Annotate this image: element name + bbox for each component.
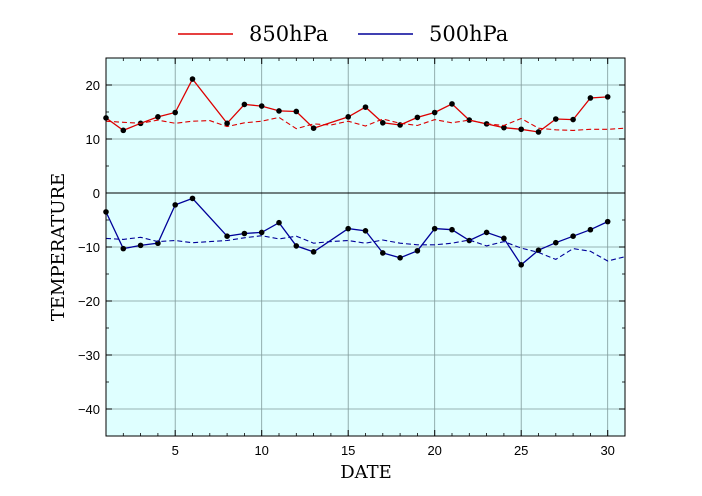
data-point-850hpa bbox=[293, 108, 300, 115]
data-point-850hpa bbox=[241, 101, 248, 108]
data-point-500hpa bbox=[380, 250, 386, 256]
data-point-500hpa bbox=[570, 233, 576, 239]
legend-label-500hpa: 500hPa bbox=[429, 22, 508, 46]
data-point-500hpa bbox=[258, 229, 265, 236]
data-point-850hpa bbox=[414, 114, 421, 121]
y-tick-label: −40 bbox=[78, 402, 100, 417]
data-point-500hpa bbox=[276, 219, 282, 226]
data-point-500hpa bbox=[224, 233, 230, 239]
data-point-850hpa bbox=[345, 114, 352, 120]
x-tick-label: 30 bbox=[600, 443, 614, 458]
data-point-500hpa bbox=[310, 249, 317, 255]
data-point-500hpa bbox=[414, 247, 421, 254]
data-point-500hpa bbox=[293, 243, 300, 249]
y-tick-label: 10 bbox=[86, 132, 100, 147]
data-point-500hpa bbox=[535, 247, 542, 254]
data-point-850hpa bbox=[570, 116, 576, 123]
data-point-500hpa bbox=[518, 262, 524, 268]
data-point-850hpa bbox=[587, 95, 594, 101]
data-point-850hpa bbox=[449, 101, 455, 107]
x-axis-title: DATE bbox=[340, 462, 392, 483]
data-point-850hpa bbox=[362, 104, 369, 110]
x-tick-label: 5 bbox=[172, 443, 179, 458]
data-point-850hpa bbox=[258, 103, 265, 109]
x-tick-label: 25 bbox=[514, 443, 528, 458]
data-point-500hpa bbox=[345, 225, 352, 232]
y-tick-label: −30 bbox=[78, 348, 100, 363]
axis-ticks: 5 10 15 20 25 30 −40 −30 −20 −10 0 10 20 bbox=[78, 57, 626, 458]
y-axis-title: TEMPERATURE bbox=[48, 173, 69, 321]
series-line-500hpa bbox=[105, 197, 608, 266]
data-point-850hpa bbox=[466, 117, 473, 123]
data-point-850hpa bbox=[276, 108, 282, 114]
data-point-500hpa bbox=[587, 226, 594, 233]
data-point-500hpa bbox=[553, 239, 559, 246]
x-tick-label: 15 bbox=[341, 443, 355, 458]
legend-label-850hpa: 850hPa bbox=[249, 22, 328, 46]
data-point-850hpa bbox=[189, 76, 196, 82]
data-point-850hpa bbox=[501, 124, 507, 131]
data-point-850hpa bbox=[380, 120, 386, 126]
y-tick-label: 0 bbox=[93, 186, 100, 201]
data-point-500hpa bbox=[172, 202, 178, 208]
data-point-850hpa bbox=[535, 129, 542, 135]
data-point-850hpa bbox=[224, 120, 230, 127]
gridlines bbox=[106, 58, 625, 436]
data-point-850hpa bbox=[120, 127, 127, 134]
series-line-mean-500hpa-dashed bbox=[105, 235, 626, 262]
data-point-500hpa bbox=[604, 218, 611, 225]
data-point-500hpa bbox=[449, 226, 455, 233]
y-tick-label: −20 bbox=[78, 294, 100, 309]
x-tick-label: 20 bbox=[427, 443, 441, 458]
x-tick-label: 10 bbox=[254, 443, 268, 458]
data-point-500hpa bbox=[137, 242, 144, 249]
series-layer bbox=[103, 76, 626, 268]
data-point-500hpa bbox=[431, 225, 438, 232]
data-point-850hpa bbox=[155, 114, 161, 120]
data-point-850hpa bbox=[431, 109, 438, 116]
data-point-500hpa bbox=[241, 230, 248, 237]
data-point-500hpa bbox=[362, 228, 369, 234]
data-point-850hpa bbox=[518, 126, 524, 133]
data-point-500hpa bbox=[120, 245, 127, 252]
data-point-850hpa bbox=[172, 109, 178, 116]
series-line-850hpa bbox=[105, 77, 608, 133]
series-line-mean-850hpa-dashed bbox=[105, 116, 626, 131]
y-tick-label: 20 bbox=[86, 78, 100, 93]
data-point-850hpa bbox=[604, 94, 611, 100]
data-point-500hpa bbox=[189, 195, 196, 202]
data-point-500hpa bbox=[501, 235, 507, 242]
data-point-500hpa bbox=[397, 254, 403, 261]
data-point-500hpa bbox=[155, 240, 161, 247]
data-point-500hpa bbox=[483, 229, 490, 236]
data-point-850hpa bbox=[310, 125, 317, 131]
y-tick-label: −10 bbox=[78, 240, 100, 255]
data-point-500hpa bbox=[466, 237, 473, 244]
data-point-850hpa bbox=[553, 116, 559, 122]
legend: 850hPa 500hPa bbox=[178, 22, 508, 46]
